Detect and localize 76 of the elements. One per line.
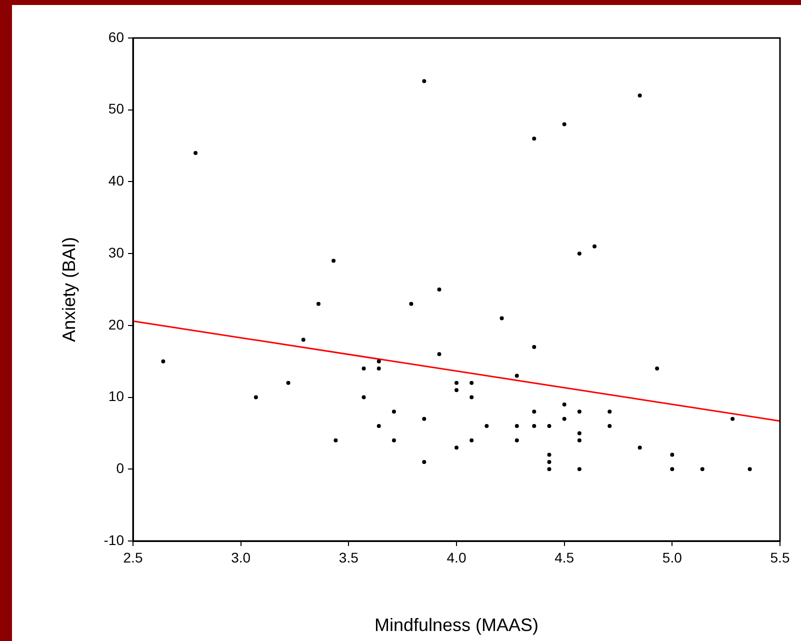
- point: [514, 424, 519, 428]
- point: [700, 467, 704, 472]
- point: [316, 302, 320, 306]
- point: [592, 244, 597, 248]
- point: [547, 467, 552, 472]
- y-tick-label: 10: [108, 388, 124, 404]
- point: [470, 395, 474, 400]
- point: [470, 438, 474, 442]
- point: [422, 416, 426, 421]
- point: [194, 150, 198, 155]
- point: [392, 410, 396, 414]
- point: [532, 136, 536, 141]
- point: [532, 344, 536, 349]
- point: [547, 424, 552, 428]
- x-tick-label: 3.0: [231, 549, 251, 566]
- point: [730, 416, 735, 421]
- y-tick-label: 40: [108, 172, 124, 189]
- point: [748, 467, 752, 472]
- point: [334, 438, 338, 442]
- point: [454, 388, 458, 392]
- x-tick-label: 2.5: [123, 549, 143, 566]
- y-axis-title: Anxiety (BAI): [58, 236, 79, 342]
- point: [332, 258, 336, 263]
- point: [532, 410, 536, 414]
- x-tick-label: 5.5: [770, 549, 790, 566]
- point: [437, 288, 442, 292]
- x-axis-title: Mindfulness (MAAS): [374, 615, 539, 636]
- point: [454, 380, 458, 385]
- point: [484, 424, 489, 428]
- point: [470, 380, 474, 385]
- point: [638, 93, 642, 98]
- y-tick-label: 20: [108, 316, 124, 332]
- point: [392, 438, 396, 442]
- x-tick-label: 4.5: [554, 549, 574, 566]
- point: [608, 424, 612, 428]
- point: [301, 338, 306, 342]
- point: [577, 431, 582, 436]
- x-tick-label: 4.0: [446, 549, 466, 566]
- point: [514, 374, 519, 378]
- point: [514, 438, 519, 442]
- point: [422, 79, 426, 84]
- point: [562, 402, 566, 406]
- point: [454, 446, 458, 450]
- y-tick-label: 50: [108, 100, 124, 117]
- y-tick-label: 0: [116, 460, 124, 476]
- point: [655, 366, 660, 371]
- point: [376, 424, 381, 428]
- point: [562, 416, 566, 421]
- x-tick-label: 3.5: [338, 549, 359, 566]
- point: [422, 460, 426, 464]
- point: [670, 452, 674, 457]
- point: [577, 410, 582, 414]
- point: [161, 359, 166, 364]
- point: [437, 352, 442, 356]
- x-tick-label: 5.0: [662, 549, 682, 566]
- point: [547, 460, 552, 464]
- point: [532, 424, 536, 428]
- point: [577, 467, 582, 472]
- point: [638, 446, 642, 450]
- point: [362, 395, 366, 400]
- point: [254, 395, 258, 400]
- point: [409, 302, 414, 306]
- point: [577, 438, 582, 442]
- point: [670, 467, 674, 472]
- point: [500, 316, 504, 320]
- point: [562, 122, 566, 126]
- point: [376, 366, 381, 371]
- y-tick-label: 30: [108, 244, 124, 260]
- point: [547, 452, 552, 457]
- y-tick-label: -10: [104, 532, 124, 548]
- point: [286, 380, 290, 385]
- y-tick-label: 60: [108, 28, 124, 45]
- point: [577, 252, 582, 256]
- point: [608, 410, 612, 414]
- point: [376, 359, 381, 364]
- point: [362, 366, 366, 371]
